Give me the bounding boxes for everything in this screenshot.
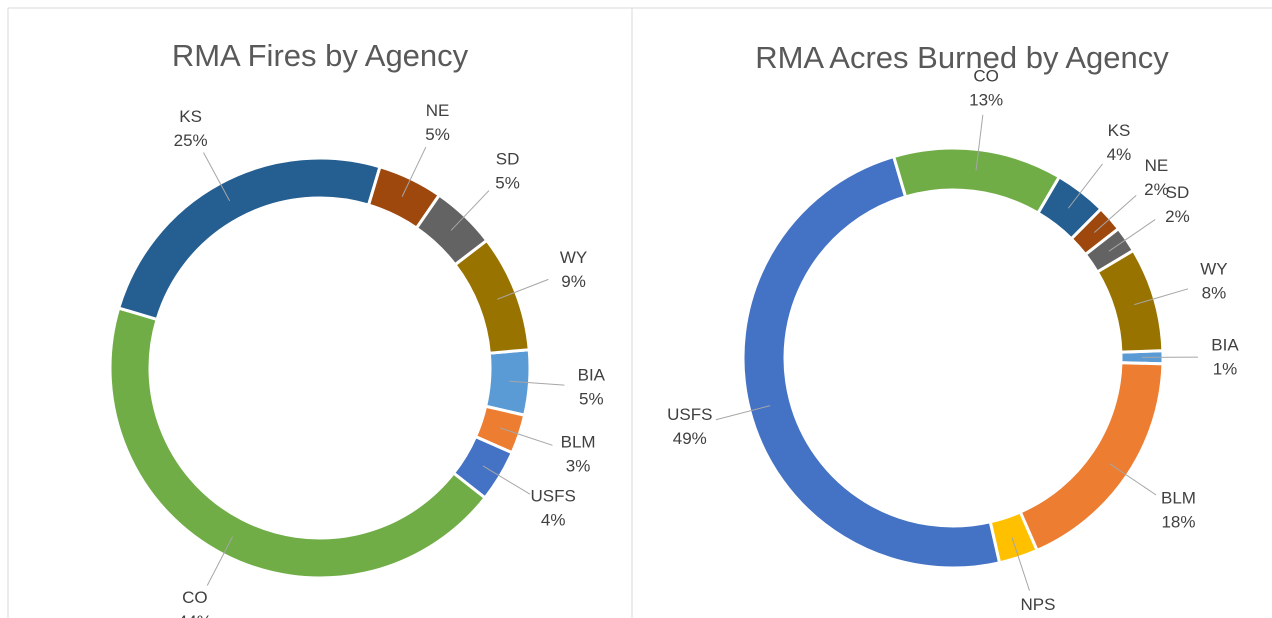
- leader-line: [1094, 194, 1137, 233]
- leader-line: [1134, 288, 1189, 306]
- leader-line: [975, 114, 984, 171]
- slice-label: KS: [179, 107, 202, 126]
- leader-line: [496, 278, 549, 300]
- slice-value-label: 25%: [174, 131, 208, 150]
- chart-title: RMA Acres Burned by Agency: [755, 40, 1169, 75]
- leader-line: [450, 190, 490, 231]
- slice-label: NE: [1145, 156, 1169, 175]
- leader-line: [401, 146, 427, 197]
- leader-line: [1067, 163, 1103, 209]
- slice-value-label: 1%: [1213, 360, 1238, 379]
- slice-value-label: 5%: [579, 389, 604, 408]
- slice-value-label: 18%: [1161, 513, 1195, 532]
- donut-slice: [1018, 361, 1165, 553]
- leader-line: [1108, 219, 1156, 252]
- slice-label: BIA: [1211, 336, 1239, 355]
- chart-title: RMA Fires by Agency: [172, 38, 469, 73]
- leader-line: [1109, 463, 1157, 496]
- slice-label: USFS: [667, 405, 712, 424]
- slice-value-label: 3%: [566, 456, 591, 475]
- slice-label: KS: [1108, 121, 1131, 140]
- slice-label: SD: [496, 150, 520, 169]
- slice-value-label: 5%: [495, 174, 520, 193]
- slice-label: WY: [1200, 260, 1227, 279]
- slice-value-label: 2%: [1165, 207, 1190, 226]
- leader-line: [500, 427, 553, 446]
- slice-label: BLM: [1161, 489, 1196, 508]
- slice-value-label: 44%: [178, 612, 212, 618]
- leader-line: [482, 465, 531, 495]
- slice-label: SD: [1166, 183, 1190, 202]
- slice-value-label: 4%: [541, 511, 566, 530]
- slice-value-label: 13%: [969, 91, 1003, 110]
- slice-value-label: 9%: [561, 272, 586, 291]
- slice-label: BIA: [578, 365, 606, 384]
- slice-value-label: 4%: [1107, 145, 1132, 164]
- donut-slice: [452, 238, 531, 355]
- donut-slice: [1095, 248, 1165, 354]
- slice-label: NE: [426, 101, 450, 120]
- donut-slice: [108, 306, 488, 580]
- donut-slice: [891, 146, 1062, 216]
- leader-line: [509, 380, 565, 386]
- leader-line: [203, 152, 231, 202]
- slice-value-label: 5%: [425, 125, 450, 144]
- leader-line: [715, 405, 771, 421]
- leader-line: [1011, 537, 1030, 591]
- slice-label: CO: [182, 588, 208, 607]
- slice-label: BLM: [561, 432, 596, 451]
- donut-slice: [116, 156, 382, 322]
- slice-label: NPS: [1020, 595, 1055, 614]
- donut-slice: [741, 154, 1002, 570]
- slice-value-label: 49%: [673, 429, 707, 448]
- slice-label: CO: [973, 67, 999, 86]
- slice-label: WY: [560, 248, 587, 267]
- leader-line: [206, 536, 234, 586]
- slice-label: USFS: [530, 487, 575, 506]
- slice-value-label: 8%: [1202, 284, 1227, 303]
- slice-value-label: 2%: [1144, 180, 1169, 199]
